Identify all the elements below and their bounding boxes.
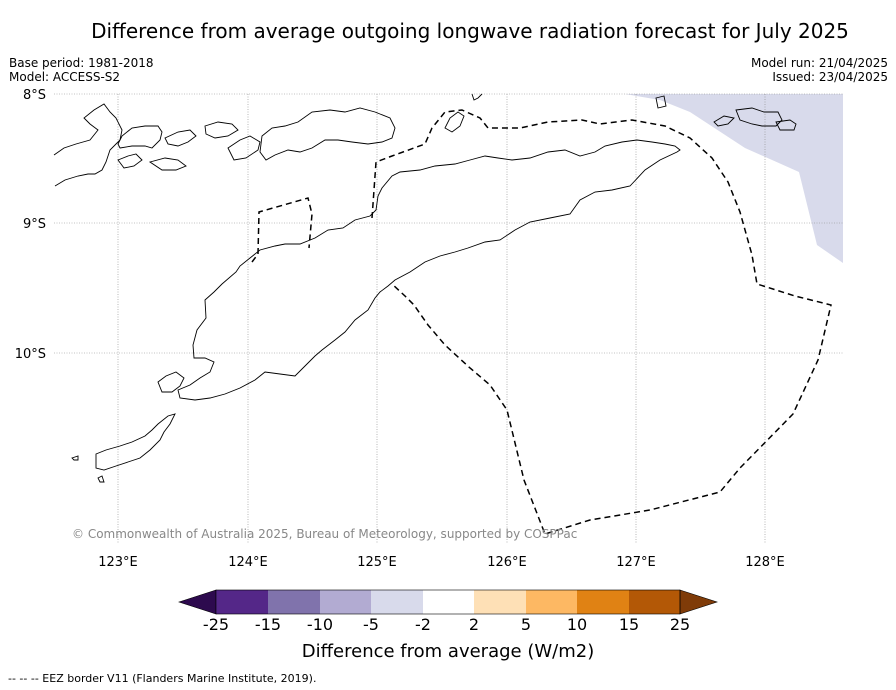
lon-label-127e: 127°E (616, 555, 656, 570)
islet-coastline-12 (71, 455, 79, 461)
colorbar-tick-15: 15 (619, 615, 639, 634)
colorbar-swatch-8 (577, 590, 629, 614)
colorbar: -25 -15 -10 -5 -2 2 5 10 15 25 Differenc… (178, 589, 718, 662)
islet-coastline-5 (227, 135, 261, 161)
coastlines (53, 93, 797, 483)
colorbar-extend-high (679, 589, 718, 615)
semau-coastline (157, 371, 185, 393)
colorbar-outline (215, 589, 681, 615)
lat-label-8s: 8°S (23, 88, 46, 103)
colorbar-swatch-1 (216, 590, 268, 614)
lon-label-128e: 128°E (745, 555, 785, 570)
colorbar-tick-m2: -2 (415, 615, 431, 634)
eez-border (251, 109, 832, 535)
lat-label-10s: 10°S (15, 347, 46, 362)
colorbar-tick-5: 5 (521, 615, 531, 634)
islet-coastline-8 (655, 95, 667, 109)
lon-label-125e: 125°E (357, 555, 397, 570)
islet-coastline-6 (471, 93, 483, 101)
colorbar-swatch-5 (423, 590, 474, 614)
model-run: Model run: 21/04/2025 (750, 56, 888, 70)
islet-coastline-7 (444, 111, 465, 133)
map-frame (54, 94, 843, 544)
islet-coastline-13 (97, 475, 105, 483)
eez-line-west (251, 197, 313, 263)
meta-left: Base period: 1981-2018 Model: ACCESS-S2 (9, 56, 154, 84)
wetar-coastline (259, 107, 396, 161)
islet-coastline-4 (148, 157, 187, 171)
colorbar-tick-m15: -15 (255, 615, 281, 634)
eez-footnote: -- -- -- EEZ border V11 (Flanders Marine… (8, 672, 317, 685)
gridlines (54, 93, 843, 544)
islet-coastline-10 (735, 107, 783, 127)
islet-coastline-3 (117, 153, 143, 169)
colorbar-swatch-6 (474, 590, 526, 614)
eez-line-main (371, 109, 832, 535)
meta-right: Model run: 21/04/2025 Issued: 23/04/2025 (751, 56, 888, 84)
model-name: Model: ACCESS-S2 (9, 70, 121, 84)
copyright-text: © Commonwealth of Australia 2025, Bureau… (72, 527, 577, 541)
colorbar-swatch-3 (320, 590, 371, 614)
colorbar-tick-10: 10 (567, 615, 587, 634)
colorbar-swatch-4 (371, 590, 423, 614)
colorbar-swatch-9 (629, 590, 680, 614)
lon-label-126e: 126°E (487, 555, 527, 570)
islet-coastline-11 (775, 119, 797, 131)
issued-date: Issued: 23/04/2025 (772, 70, 888, 84)
map-title: Difference from average outgoing longwav… (91, 19, 849, 43)
colorbar-tick-m5: -5 (363, 615, 379, 634)
lat-label-9s: 9°S (23, 217, 46, 232)
colorbar-swatch-2 (268, 590, 320, 614)
islet-coastline-1 (164, 129, 197, 147)
colorbar-swatch-7 (526, 590, 577, 614)
timor-coastline (177, 139, 681, 401)
rote-coastline (95, 413, 176, 471)
islet-coastline-2 (204, 121, 239, 139)
alor-coastline (53, 103, 123, 187)
lon-label-124e: 124°E (228, 555, 268, 570)
base-period: Base period: 1981-2018 (9, 56, 154, 70)
islet-coastline-9 (713, 115, 735, 127)
colorbar-tick-25: 25 (670, 615, 690, 634)
colorbar-title: Difference from average (W/m2) (302, 641, 594, 662)
lon-label-123e: 123°E (98, 555, 138, 570)
pantar-coastline (117, 125, 163, 149)
colorbar-tick-m10: -10 (307, 615, 333, 634)
anomaly-shading (625, 94, 843, 263)
colorbar-extend-low (178, 589, 217, 615)
colorbar-tick-2: 2 (469, 615, 479, 634)
colorbar-tick-m25: -25 (203, 615, 229, 634)
